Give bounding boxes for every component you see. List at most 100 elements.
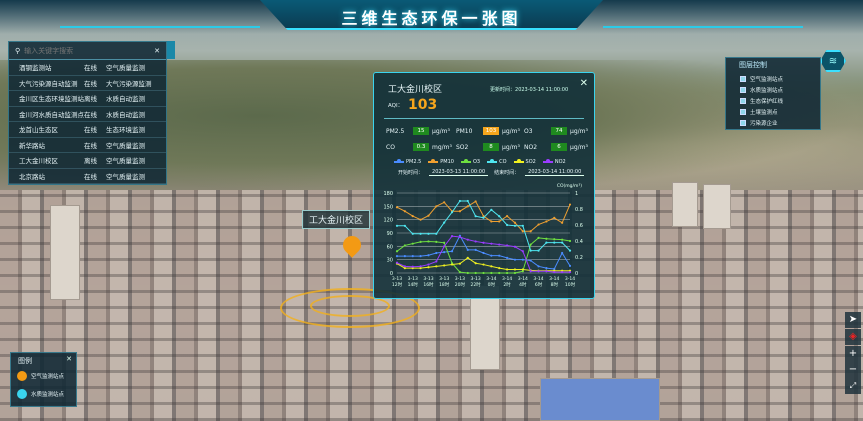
y2-tick-label: 0 <box>575 271 578 277</box>
data-point-CO <box>450 211 454 214</box>
pollutant-reading: PM10 103 μg/m³ <box>456 127 520 135</box>
data-point-PM10 <box>561 221 564 224</box>
data-point-O3 <box>474 271 477 275</box>
data-point-SO2 <box>427 266 430 269</box>
legend-item[interactable]: SO2 <box>513 159 536 165</box>
pollutant-value: 74 <box>551 127 567 135</box>
legend-marker <box>542 159 553 163</box>
data-point-O3 <box>553 238 556 241</box>
data-point-PM2.5 <box>411 255 414 258</box>
site-ring <box>310 295 390 317</box>
site-status: 在线 <box>84 172 97 181</box>
layers-icon[interactable]: ≋ <box>820 50 846 72</box>
data-point-PM2.5 <box>513 258 517 261</box>
x-tick-label: 3-14 <box>549 276 559 282</box>
clear-icon[interactable]: ✕ <box>154 46 160 55</box>
data-point-O3 <box>427 240 430 243</box>
layer-toggle[interactable]: 生态保护红线 <box>740 97 783 105</box>
checkbox[interactable] <box>740 76 746 82</box>
legend-label: 空气监测站点 <box>31 374 65 380</box>
x-tick-label: 3-14 <box>502 276 512 282</box>
x-tick-label: 3-13 <box>392 276 402 282</box>
list-item[interactable]: 工大金川校区 离线 空气质量监测 <box>9 153 166 169</box>
legend-label: SO2 <box>525 159 536 165</box>
list-item[interactable]: 大气污染源自动监测 在线 大气污染源监测 <box>9 76 166 91</box>
data-point-PM2.5 <box>553 267 556 271</box>
data-point-O3 <box>395 250 399 253</box>
zoom-in-button[interactable]: + <box>845 346 861 362</box>
legend-item[interactable]: PM2.5 <box>394 159 421 165</box>
compass-icon[interactable]: ◈ <box>845 329 861 345</box>
data-point-O3 <box>537 236 540 239</box>
list-item[interactable]: 龙首山生态区 在线 生态环境监测 <box>9 122 166 138</box>
data-point-CO <box>513 224 517 227</box>
y-tick-label: 120 <box>383 218 393 224</box>
collapse-panel-tab[interactable] <box>167 41 175 59</box>
data-point-PM2.5 <box>427 254 430 257</box>
layer-toggle[interactable]: 污染源企业 <box>740 119 778 127</box>
checkbox[interactable] <box>740 109 746 115</box>
start-time-label: 开始时间： <box>398 170 424 176</box>
data-point-PM2.5 <box>482 251 485 255</box>
data-point-NO2 <box>513 245 517 248</box>
site-status: 在线 <box>84 110 97 119</box>
layer-label: 水质监测站点 <box>750 88 784 94</box>
site-list-panel: ⚲ ✕ 酒钢监测站在线空气质量监测大气污染源自动监测在线大气污染源监测金川区生态… <box>8 41 167 185</box>
data-point-CO <box>458 199 462 203</box>
x-tick-label: 22时 <box>471 281 482 288</box>
start-time-input[interactable]: 2023-03-13 11:00:00 <box>429 169 489 176</box>
legend-marker <box>513 159 524 163</box>
layer-toggle[interactable]: 土壤监测点 <box>740 108 778 116</box>
search-input[interactable] <box>24 46 151 55</box>
data-point-O3 <box>435 240 438 243</box>
fullscreen-icon[interactable]: ⤢ <box>845 378 861 394</box>
data-point-O3 <box>498 271 501 275</box>
checkbox[interactable] <box>740 98 746 104</box>
data-point-O3 <box>490 271 493 275</box>
building <box>540 378 660 421</box>
data-point-O3 <box>458 271 462 274</box>
send-icon[interactable]: ➤ <box>845 312 861 328</box>
data-point-SO2 <box>450 263 454 266</box>
site-status: 在线 <box>84 79 97 88</box>
data-point-CO <box>490 208 493 211</box>
legend-item[interactable]: CO <box>487 159 507 165</box>
data-point-PM10 <box>395 206 399 209</box>
checkbox[interactable] <box>740 87 746 93</box>
checkbox[interactable] <box>740 120 746 126</box>
end-time-input[interactable]: 2023-03-14 11:00:00 <box>525 169 585 176</box>
site-name: 龙首山生态区 <box>19 126 58 135</box>
legend-marker <box>428 159 439 163</box>
layer-toggle[interactable]: 空气监测站点 <box>740 75 783 83</box>
x-tick-label: 12时 <box>392 281 403 288</box>
legend-item[interactable]: NO2 <box>542 159 566 165</box>
legend-item[interactable]: PM10 <box>428 159 454 165</box>
x-tick-label: 3-14 <box>486 276 496 282</box>
x-tick-label: 6时 <box>535 281 543 288</box>
site-status: 在线 <box>84 126 97 135</box>
data-point-NO2 <box>419 265 422 268</box>
list-item[interactable]: 新华路站 在线 空气质量监测 <box>9 138 166 153</box>
data-point-NO2 <box>553 271 556 274</box>
data-point-PM10 <box>545 220 548 223</box>
pollutant-name: PM2.5 <box>386 127 405 135</box>
zoom-out-button[interactable]: − <box>845 362 861 378</box>
list-item[interactable]: 酒钢监测站 在线 空气质量监测 <box>9 60 166 76</box>
x-tick-label: 0时 <box>488 281 496 288</box>
list-item[interactable]: 北京路站 在线 空气质量监测 <box>9 169 166 184</box>
layer-toggle[interactable]: 水质监测站点 <box>740 86 783 94</box>
close-icon[interactable]: ✕ <box>66 355 72 363</box>
layer-label: 空气监测站点 <box>750 77 784 83</box>
site-name: 金川区生态环境监测站 <box>19 95 84 104</box>
data-point-NO2 <box>403 265 406 268</box>
data-point-O3 <box>521 270 524 273</box>
legend-item[interactable]: O3 <box>460 159 480 165</box>
map-site-label[interactable]: 工大金川校区 <box>302 210 371 229</box>
list-item[interactable]: 金川河水质自动监测点 在线 水质自动监测 <box>9 107 166 122</box>
pollutant-reading: PM2.5 15 μg/m³ <box>386 127 450 135</box>
site-type: 空气质量监测 <box>106 172 145 181</box>
legend-label: CO <box>499 159 507 165</box>
list-item[interactable]: 金川区生态环境监测站 离线 水质自动监测 <box>9 91 166 107</box>
close-icon[interactable]: ✕ <box>579 78 588 89</box>
data-point-PM10 <box>490 220 493 223</box>
